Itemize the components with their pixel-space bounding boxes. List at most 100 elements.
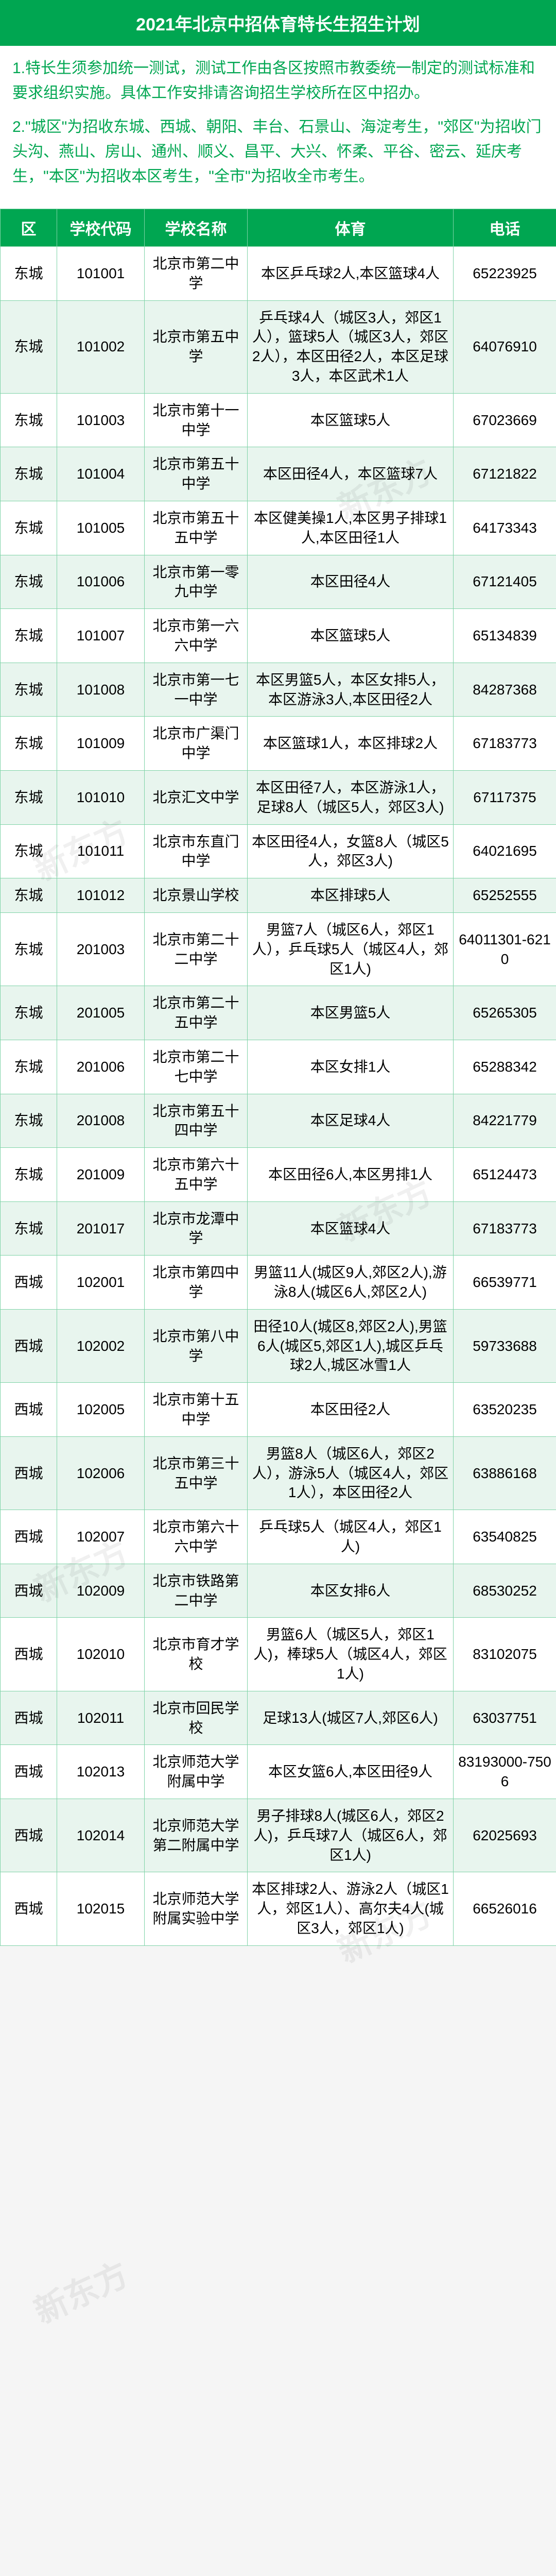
cell-name: 北京师范大学第二附属中学 — [145, 1799, 248, 1872]
cell-district: 东城 — [1, 247, 57, 301]
cell-code: 102007 — [57, 1510, 145, 1564]
cell-phone: 62025693 — [454, 1799, 556, 1872]
cell-phone: 59733688 — [454, 1309, 556, 1382]
cell-code: 201017 — [57, 1201, 145, 1256]
cell-sport: 本区女排6人 — [248, 1564, 454, 1618]
cell-name: 北京市第四中学 — [145, 1256, 248, 1310]
cell-district: 东城 — [1, 1201, 57, 1256]
cell-phone: 67023669 — [454, 393, 556, 447]
note-1: 1.特长生须参加统一测试，测试工作由各区按照市教委统一制定的测试标准和要求组织实… — [12, 56, 544, 106]
table-row: 西城102011北京市回民学校足球13人(城区7人,郊区6人)63037751 — [1, 1691, 556, 1745]
cell-district: 东城 — [1, 447, 57, 501]
cell-sport: 本区田径2人 — [248, 1383, 454, 1437]
cell-name: 北京市第二十七中学 — [145, 1040, 248, 1094]
cell-name: 北京市第五中学 — [145, 300, 248, 393]
cell-name: 北京师范大学附属中学 — [145, 1745, 248, 1799]
notes-block: 1.特长生须参加统一测试，测试工作由各区按照市教委统一制定的测试标准和要求组织实… — [0, 46, 556, 209]
cell-phone: 66539771 — [454, 1256, 556, 1310]
cell-code: 201006 — [57, 1040, 145, 1094]
cell-name: 北京市第二十二中学 — [145, 912, 248, 986]
col-sport: 体育 — [248, 209, 454, 247]
cell-district: 东城 — [1, 663, 57, 717]
cell-phone: 84287368 — [454, 663, 556, 717]
cell-district: 西城 — [1, 1383, 57, 1437]
cell-phone: 65265305 — [454, 986, 556, 1040]
table-row: 东城101005北京市第五十五中学本区健美操1人,本区男子排球1人,本区田径1人… — [1, 501, 556, 555]
cell-district: 西城 — [1, 1745, 57, 1799]
col-name: 学校名称 — [145, 209, 248, 247]
table-row: 东城101004北京市第五十中学本区田径4人，本区篮球7人67121822 — [1, 447, 556, 501]
cell-name: 北京市第六十五中学 — [145, 1148, 248, 1202]
cell-code: 102006 — [57, 1436, 145, 1510]
table-row: 东城101008北京市第一七一中学本区男篮5人，本区女排5人，本区游泳3人,本区… — [1, 663, 556, 717]
table-body: 东城101001北京市第二中学本区乒乓球2人,本区篮球4人65223925东城1… — [1, 247, 556, 1946]
cell-sport: 本区田径4人 — [248, 555, 454, 609]
cell-district: 西城 — [1, 1872, 57, 1945]
cell-name: 北京市第十一中学 — [145, 393, 248, 447]
table-row: 东城101012北京景山学校本区排球5人65252555 — [1, 878, 556, 913]
cell-district: 西城 — [1, 1691, 57, 1745]
table-row: 西城102014北京师范大学第二附属中学男子排球8人(城区6人，郊区2人)，乒乓… — [1, 1799, 556, 1872]
cell-name: 北京市第五十中学 — [145, 447, 248, 501]
cell-district: 东城 — [1, 555, 57, 609]
cell-code: 101012 — [57, 878, 145, 913]
table-row: 东城201006北京市第二十七中学本区女排1人65288342 — [1, 1040, 556, 1094]
table-row: 东城101001北京市第二中学本区乒乓球2人,本区篮球4人65223925 — [1, 247, 556, 301]
table-row: 东城201017北京市龙潭中学本区篮球4人67183773 — [1, 1201, 556, 1256]
cell-sport: 男篮11人(城区9人,郊区2人),游泳8人(城区6人,郊区2人) — [248, 1256, 454, 1310]
cell-sport: 本区健美操1人,本区男子排球1人,本区田径1人 — [248, 501, 454, 555]
cell-district: 东城 — [1, 501, 57, 555]
cell-sport: 男篮6人（城区5人，郊区1人)，棒球5人（城区4人，郊区1人) — [248, 1618, 454, 1691]
cell-phone: 65288342 — [454, 1040, 556, 1094]
cell-sport: 足球13人(城区7人,郊区6人) — [248, 1691, 454, 1745]
cell-name: 北京景山学校 — [145, 878, 248, 913]
plan-table: 区 学校代码 学校名称 体育 电话 东城101001北京市第二中学本区乒乓球2人… — [0, 209, 556, 1946]
cell-district: 西城 — [1, 1256, 57, 1310]
cell-phone: 63540825 — [454, 1510, 556, 1564]
page-container: 2021年北京中招体育特长生招生计划 1.特长生须参加统一测试，测试工作由各区按… — [0, 0, 556, 1946]
cell-code: 101011 — [57, 824, 145, 878]
cell-district: 东城 — [1, 986, 57, 1040]
cell-code: 102011 — [57, 1691, 145, 1745]
cell-district: 东城 — [1, 824, 57, 878]
page-title: 2021年北京中招体育特长生招生计划 — [0, 0, 556, 46]
cell-phone: 64011301-6210 — [454, 912, 556, 986]
cell-phone: 67121822 — [454, 447, 556, 501]
cell-code: 101001 — [57, 247, 145, 301]
cell-code: 102014 — [57, 1799, 145, 1872]
cell-phone: 63520235 — [454, 1383, 556, 1437]
cell-name: 北京市第二中学 — [145, 247, 248, 301]
cell-district: 东城 — [1, 1040, 57, 1094]
cell-sport: 本区乒乓球2人,本区篮球4人 — [248, 247, 454, 301]
cell-sport: 本区排球2人、游泳2人（城区1人，郊区1人）、高尔夫4人(城区3人，郊区1人) — [248, 1872, 454, 1945]
table-row: 西城102001北京市第四中学男篮11人(城区9人,郊区2人),游泳8人(城区6… — [1, 1256, 556, 1310]
cell-sport: 本区篮球4人 — [248, 1201, 454, 1256]
cell-phone: 67121405 — [454, 555, 556, 609]
cell-district: 东城 — [1, 300, 57, 393]
cell-sport: 乒乓球5人（城区4人，郊区1人) — [248, 1510, 454, 1564]
cell-code: 201008 — [57, 1094, 145, 1148]
cell-phone: 67183773 — [454, 1201, 556, 1256]
table-row: 东城201008北京市第五十四中学本区足球4人84221779 — [1, 1094, 556, 1148]
table-row: 东城201003北京市第二十二中学男篮7人（城区6人，郊区1人），乒乓球5人（城… — [1, 912, 556, 986]
cell-phone: 83193000-7506 — [454, 1745, 556, 1799]
table-row: 西城102007北京市第六十六中学乒乓球5人（城区4人，郊区1人)6354082… — [1, 1510, 556, 1564]
table-row: 东城101011北京市东直门中学本区田径4人，女篮8人（城区5人，郊区3人)64… — [1, 824, 556, 878]
cell-district: 东城 — [1, 609, 57, 663]
cell-code: 102015 — [57, 1872, 145, 1945]
cell-phone: 65223925 — [454, 247, 556, 301]
cell-code: 101010 — [57, 770, 145, 824]
cell-code: 201005 — [57, 986, 145, 1040]
cell-name: 北京市第一零九中学 — [145, 555, 248, 609]
cell-sport: 本区足球4人 — [248, 1094, 454, 1148]
cell-phone: 63886168 — [454, 1436, 556, 1510]
cell-district: 西城 — [1, 1510, 57, 1564]
cell-code: 101003 — [57, 393, 145, 447]
table-row: 东城201005北京市第二十五中学本区男篮5人65265305 — [1, 986, 556, 1040]
note-2: 2."城区"为招收东城、西城、朝阳、丰台、石景山、海淀考生，"郊区"为招收门头沟… — [12, 115, 544, 189]
table-row: 东城101010北京汇文中学本区田径7人，本区游泳1人，足球8人（城区5人，郊区… — [1, 770, 556, 824]
cell-phone: 64173343 — [454, 501, 556, 555]
cell-name: 北京市龙潭中学 — [145, 1201, 248, 1256]
table-row: 西城102006北京市第三十五中学男篮8人（城区6人，郊区2人），游泳5人（城区… — [1, 1436, 556, 1510]
cell-code: 201009 — [57, 1148, 145, 1202]
